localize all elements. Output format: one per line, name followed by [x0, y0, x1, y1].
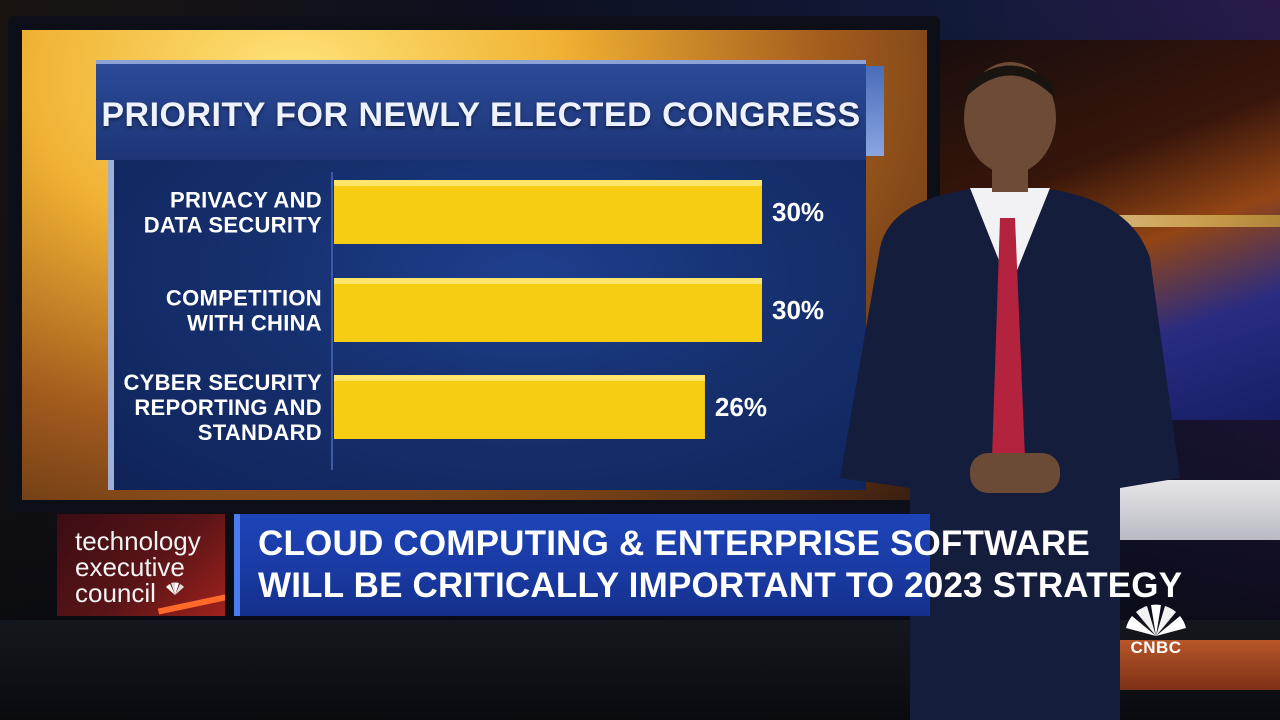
brand-line: technology	[75, 526, 201, 556]
chart-title-bar	[96, 60, 866, 160]
network-logo-text: CNBC	[1130, 638, 1182, 657]
data-label: 26%	[715, 392, 767, 422]
peacock-icon	[166, 582, 184, 595]
headline-box: CLOUD COMPUTING & ENTERPRISE SOFTWARE WI…	[234, 514, 1183, 616]
brand-box: technology executive council	[57, 514, 225, 616]
category-label: COMPETITION WITH CHINA	[166, 286, 322, 336]
studio-desk	[1120, 480, 1280, 540]
data-label: 30%	[772, 295, 824, 325]
category-label: CYBER SECURITY REPORTING AND STANDARD	[123, 370, 322, 445]
bar-highlight	[334, 278, 762, 284]
brand-line: council	[75, 578, 156, 608]
bar-highlight	[334, 180, 762, 186]
chart-title: PRIORITY FOR NEWLY ELECTED CONGRESS	[101, 96, 861, 134]
category-label: PRIVACY AND DATA SECURITY	[144, 188, 322, 238]
peacock-icon	[1126, 604, 1186, 636]
bar-highlight	[334, 375, 705, 381]
chart-title-bar-edge	[866, 66, 884, 156]
headline-line: CLOUD COMPUTING & ENTERPRISE SOFTWARE	[258, 524, 1090, 563]
bar	[334, 180, 762, 244]
headline-line: WILL BE CRITICALLY IMPORTANT TO 2023 STR…	[258, 566, 1183, 605]
bar	[334, 375, 705, 439]
studio-desk-lower	[1110, 640, 1280, 690]
brand-line: executive	[75, 552, 185, 582]
bar	[334, 278, 762, 342]
data-label: 30%	[772, 197, 824, 227]
